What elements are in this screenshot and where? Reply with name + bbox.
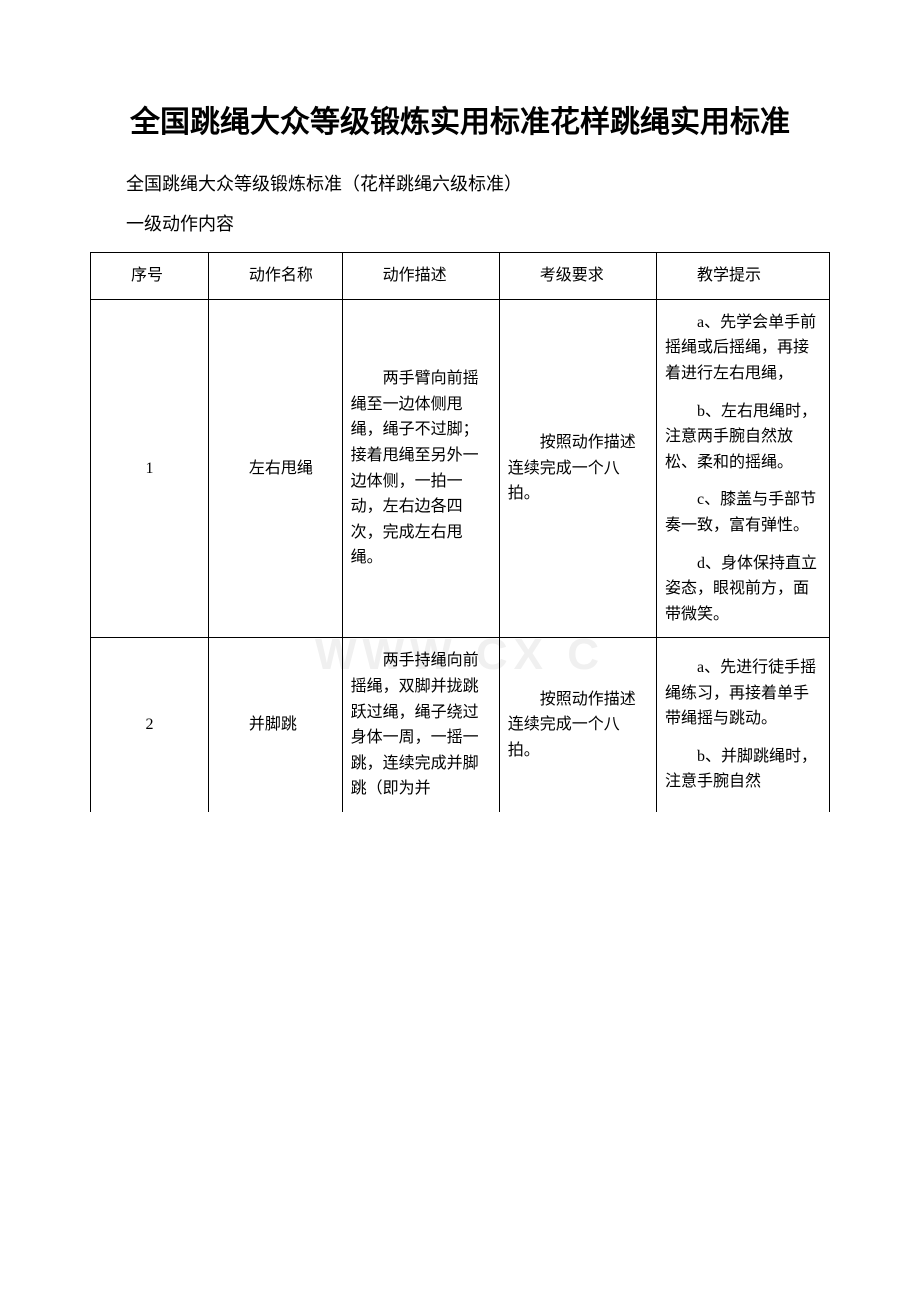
tip-item: c、膝盖与手部节奏一致，富有弹性。 xyxy=(665,487,821,538)
header-name: 动作名称 xyxy=(208,253,342,300)
header-req: 考级要求 xyxy=(499,253,656,300)
tip-item: a、先进行徒手摇绳练习，再接着单手带绳摇与跳动。 xyxy=(665,655,821,732)
cell-desc-text: 两手臂向前摇绳至一边体侧甩绳，绳子不过脚；接着甩绳至另外一边体侧，一拍一动，左右… xyxy=(351,366,491,571)
cell-name-text: 左右甩绳 xyxy=(217,456,334,482)
table-row: 2 并脚跳 两手持绳向前摇绳，双脚并拢跳跃过绳，绳子绕过身体一周，一摇一跳，连续… xyxy=(91,638,830,812)
header-seq: 序号 xyxy=(91,253,209,300)
table-header-row: 序号 动作名称 动作描述 考级要求 教学提示 xyxy=(91,253,830,300)
cell-desc-text: 两手持绳向前摇绳，双脚并拢跳跃过绳，绳子绕过身体一周，一摇一跳，连续完成并脚跳（… xyxy=(351,648,491,802)
tip-item: a、先学会单手前摇绳或后摇绳，再接着进行左右甩绳， xyxy=(665,310,821,387)
cell-name-text: 并脚跳 xyxy=(217,712,334,738)
cell-seq: 2 xyxy=(91,638,209,812)
cell-desc: 两手持绳向前摇绳，双脚并拢跳跃过绳，绳子绕过身体一周，一摇一跳，连续完成并脚跳（… xyxy=(342,638,499,812)
page-title: 全国跳绳大众等级锻炼实用标准花样跳绳实用标准 xyxy=(90,100,830,145)
header-desc: 动作描述 xyxy=(342,253,499,300)
header-tip-text: 教学提示 xyxy=(665,263,821,289)
page-content: WWW CX C 全国跳绳大众等级锻炼实用标准花样跳绳实用标准 全国跳绳大众等级… xyxy=(90,100,830,812)
cell-tip: a、先学会单手前摇绳或后摇绳，再接着进行左右甩绳， b、左右甩绳时，注意两手腕自… xyxy=(657,299,830,638)
header-desc-text: 动作描述 xyxy=(351,263,491,289)
cell-tip: a、先进行徒手摇绳练习，再接着单手带绳摇与跳动。 b、并脚跳绳时，注意手腕自然 xyxy=(657,638,830,812)
header-req-text: 考级要求 xyxy=(508,263,648,289)
cell-req: 按照动作描述连续完成一个八拍。 xyxy=(499,299,656,638)
tip-item: b、左右甩绳时，注意两手腕自然放松、柔和的摇绳。 xyxy=(665,399,821,476)
header-tip: 教学提示 xyxy=(657,253,830,300)
cell-seq: 1 xyxy=(91,299,209,638)
header-name-text: 动作名称 xyxy=(217,263,334,289)
cell-desc: 两手臂向前摇绳至一边体侧甩绳，绳子不过脚；接着甩绳至另外一边体侧，一拍一动，左右… xyxy=(342,299,499,638)
cell-req: 按照动作描述连续完成一个八拍。 xyxy=(499,638,656,812)
section-label: 一级动作内容 xyxy=(90,205,830,245)
tip-item: d、身体保持直立姿态，眼视前方，面带微笑。 xyxy=(665,551,821,628)
cell-name: 左右甩绳 xyxy=(208,299,342,638)
standards-table: 序号 动作名称 动作描述 考级要求 教学提示 1 左右甩绳 两手臂向前摇绳至一边… xyxy=(90,252,830,812)
table-row: 1 左右甩绳 两手臂向前摇绳至一边体侧甩绳，绳子不过脚；接着甩绳至另外一边体侧，… xyxy=(91,299,830,638)
cell-req-text: 按照动作描述连续完成一个八拍。 xyxy=(508,687,648,764)
header-seq-text: 序号 xyxy=(99,263,200,289)
cell-req-text: 按照动作描述连续完成一个八拍。 xyxy=(508,430,648,507)
subtitle-text: 全国跳绳大众等级锻炼标准（花样跳绳六级标准） xyxy=(90,165,830,205)
tip-item: b、并脚跳绳时，注意手腕自然 xyxy=(665,744,821,795)
cell-name: 并脚跳 xyxy=(208,638,342,812)
